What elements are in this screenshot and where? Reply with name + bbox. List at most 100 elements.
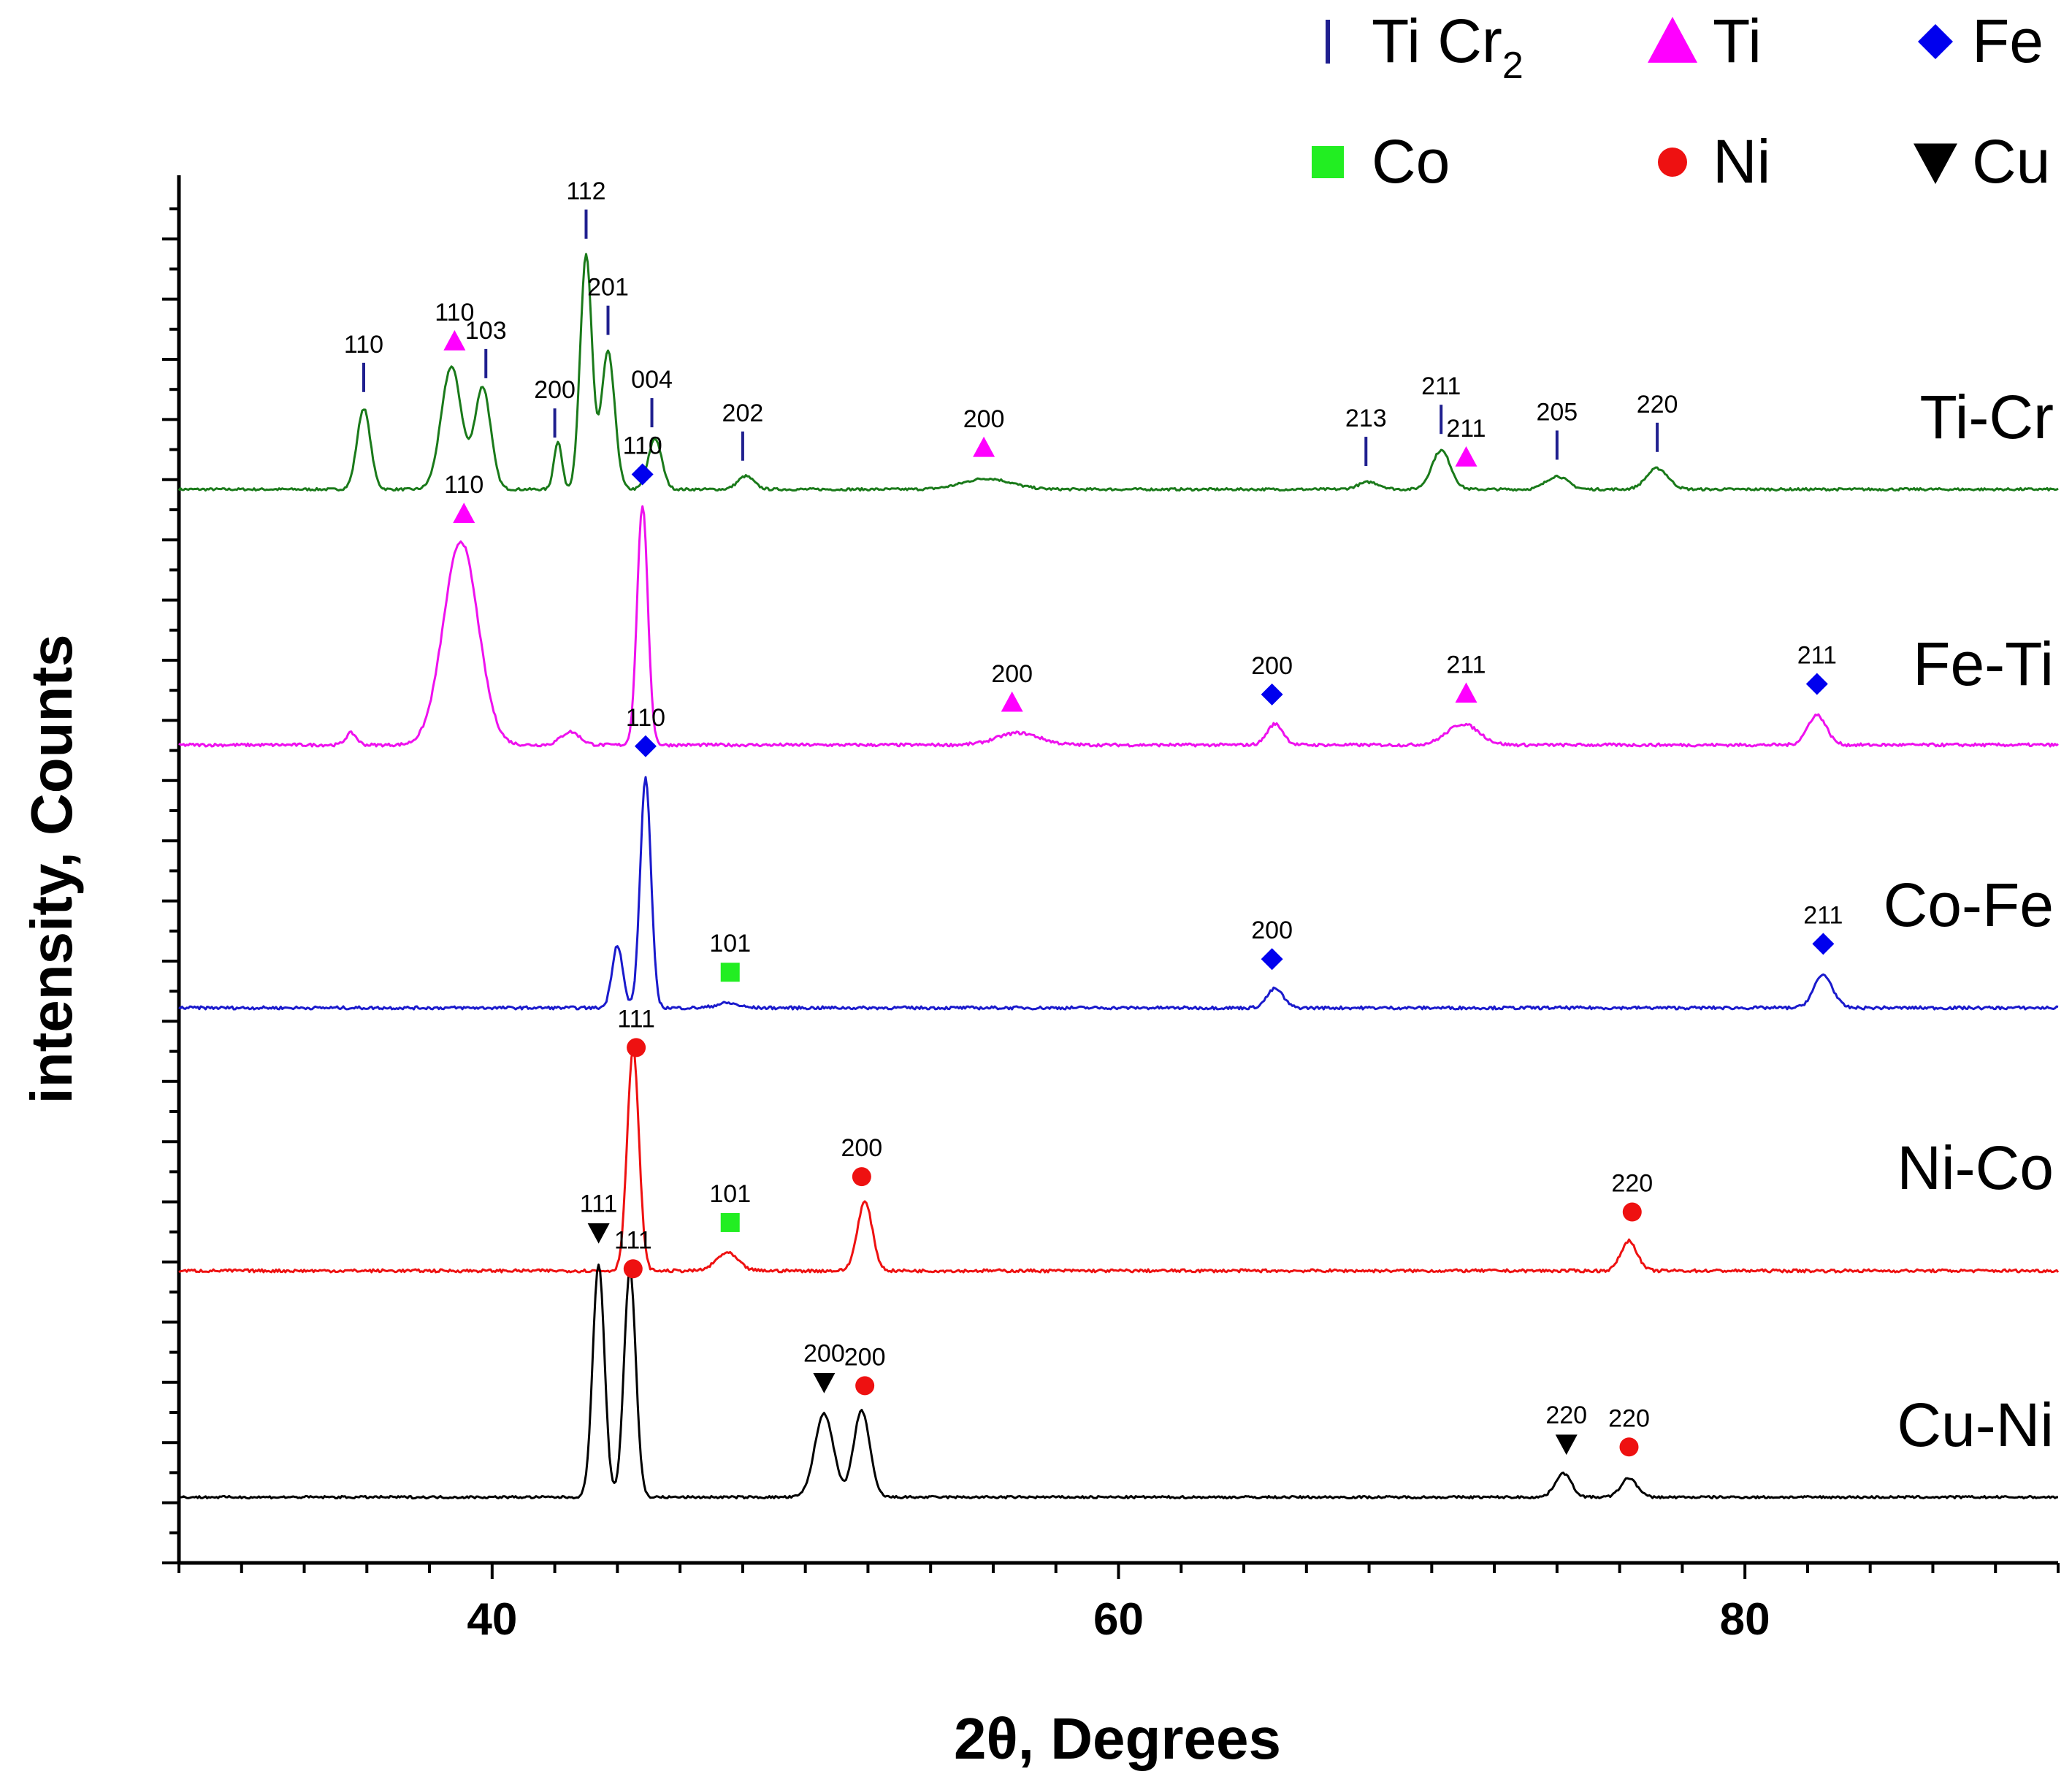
peak-annotation: 101 <box>709 930 751 982</box>
legend-label: Ti <box>1713 7 1762 75</box>
peak-label: 220 <box>1608 1404 1650 1432</box>
series-label: Fe-Ti <box>1913 630 2054 698</box>
peak-annotation: 200 <box>1251 917 1293 971</box>
peak-annotation: 220 <box>1608 1404 1650 1457</box>
y-ticks <box>162 207 179 1564</box>
legend-label: Co <box>1372 127 1450 196</box>
peak-circle-marker <box>852 1167 871 1187</box>
peak-label: 004 <box>631 366 673 394</box>
peak-label: 200 <box>1251 917 1293 944</box>
peak-label: 110 <box>444 471 483 499</box>
series-line-co-fe <box>178 776 2059 1011</box>
peak-triangle-marker <box>443 329 466 351</box>
series-line-ni-co <box>178 1048 2060 1274</box>
peak-annotation: 200 <box>963 405 1005 457</box>
peak-annotation: 112 <box>566 177 606 239</box>
peak-triangle-down-marker <box>813 1372 836 1393</box>
peak-triangle-down-marker <box>1555 1434 1578 1456</box>
peak-annotation: 110 <box>623 432 662 486</box>
peak-annotation: 213 <box>1345 405 1387 467</box>
peak-triangle-down-marker <box>587 1223 610 1244</box>
peak-triangle-marker <box>1455 682 1477 703</box>
peak-label: 111 <box>614 1226 652 1254</box>
peak-annotation: 200 <box>844 1343 886 1396</box>
peak-label: 220 <box>1545 1401 1587 1429</box>
y-axis-title: intensity, Counts <box>19 635 84 1104</box>
peak-label: 110 <box>626 704 665 732</box>
peak-annotation: 211 <box>1421 372 1461 435</box>
peak-annotation: 110 <box>344 331 383 392</box>
peak-label: 111 <box>580 1190 618 1218</box>
peak-triangle-marker <box>973 436 995 457</box>
peak-label: 205 <box>1536 398 1578 426</box>
legend-label: Ni <box>1713 127 1770 196</box>
legend-circle-marker <box>1658 148 1687 177</box>
peak-annotation: 220 <box>1637 391 1678 452</box>
peak-label: 211 <box>1797 642 1837 670</box>
legend-entry-ti-cr: Ti Cr2 <box>1326 7 1524 87</box>
peak-diamond-marker <box>634 735 657 757</box>
peak-label: 200 <box>1251 652 1293 680</box>
peak-label: 200 <box>841 1134 882 1162</box>
peak-label: 211 <box>1803 901 1843 929</box>
legend-entry-co: Co <box>1312 127 1450 196</box>
legend-entry-fe: Fe <box>1918 7 2044 75</box>
peak-circle-marker <box>855 1376 875 1396</box>
peak-label: 200 <box>963 405 1005 433</box>
x-axis-title: 2θ, Degrees <box>954 1706 1281 1771</box>
legend-entry-cu: Cu <box>1914 127 2050 196</box>
series-layer: Ti-Cr Fe-Ti Co-Fe Ni-Co Cu-Ni <box>177 253 2060 1500</box>
x-ticks: 40 60 80 <box>177 1563 2060 1645</box>
peak-label: 110 <box>435 299 474 326</box>
peak-annotation: 200 <box>991 660 1033 712</box>
peak-circle-marker <box>1619 1437 1639 1457</box>
peak-annotation: 111 <box>580 1190 618 1244</box>
peak-label: 213 <box>1345 405 1387 432</box>
peak-annotation: 205 <box>1536 398 1578 460</box>
legend: Ti Cr2 Ti Fe Co Ni Cu <box>1312 7 2050 196</box>
peak-annotation: 202 <box>722 399 763 461</box>
peak-circle-marker <box>623 1259 643 1279</box>
peak-diamond-marker <box>1261 948 1283 971</box>
peak-diamond-marker <box>1805 673 1828 695</box>
peak-triangle-marker <box>1001 691 1023 712</box>
peak-annotation: 200 <box>534 376 576 438</box>
axes: 40 60 80 <box>162 175 2060 1645</box>
peak-circle-marker <box>1622 1202 1642 1222</box>
peak-label: 103 <box>465 317 507 345</box>
peak-label: 220 <box>1611 1170 1653 1198</box>
peak-annotation: 200 <box>841 1134 882 1187</box>
peak-square-marker <box>720 1212 740 1232</box>
peak-label: 110 <box>344 331 383 359</box>
peak-annotation: 211 <box>1446 651 1486 703</box>
peak-square-marker <box>720 963 740 982</box>
series-line-ti-cr <box>177 253 2059 492</box>
peak-triangle-marker <box>1455 446 1477 467</box>
series-label: Co-Fe <box>1884 871 2054 939</box>
x-tick-label: 40 <box>467 1594 517 1645</box>
series-line-cu-ni <box>178 1263 2058 1500</box>
peak-annotation: 110 <box>444 471 483 523</box>
peak-annotation: 201 <box>587 274 629 335</box>
legend-label: Ti Cr2 <box>1372 7 1524 87</box>
peak-annotation: 211 <box>1446 415 1486 467</box>
peak-label: 110 <box>623 432 662 460</box>
peak-annotation: 110 <box>435 299 474 351</box>
peak-label: 200 <box>991 660 1033 688</box>
peak-annotation: 200 <box>803 1340 845 1393</box>
peak-annotation: 111 <box>617 1005 655 1058</box>
legend-entry-ti: Ti <box>1648 7 1762 75</box>
legend-label: Cu <box>1972 127 2050 196</box>
peak-annotation: 004 <box>631 366 673 428</box>
peak-annotation: 211 <box>1803 901 1843 955</box>
legend-label: Fe <box>1972 7 2044 75</box>
peak-label: 101 <box>709 1180 751 1208</box>
peak-label: 201 <box>587 274 629 302</box>
peak-diamond-marker <box>631 463 654 486</box>
legend-diamond-marker <box>1918 24 1953 59</box>
peak-triangle-marker <box>453 502 475 523</box>
legend-triangle-down-marker <box>1914 143 1957 184</box>
peak-label: 220 <box>1637 391 1678 418</box>
